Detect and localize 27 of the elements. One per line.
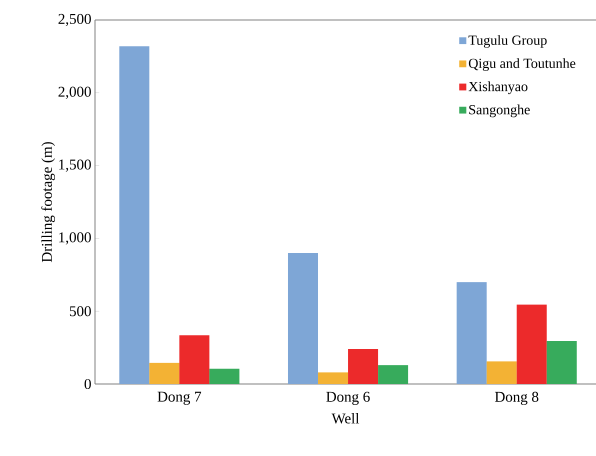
- bar: [456, 282, 487, 384]
- bar: [348, 349, 378, 384]
- bar: [149, 362, 180, 384]
- y-tick-label: 0: [84, 378, 91, 390]
- y-tick-label: 2,000: [58, 86, 91, 99]
- y-tick-label: 2,500: [58, 14, 91, 26]
- x-axis-title: Well: [332, 413, 360, 424]
- y-tick-label: 1,500: [59, 159, 91, 172]
- bar: [546, 341, 577, 384]
- legend-label: Xishanyao: [468, 81, 528, 94]
- x-tick-label: Dong 8: [494, 392, 538, 405]
- legend-label: Tugulu Group: [468, 35, 547, 48]
- y-tick-label: 1,000: [59, 232, 91, 245]
- bar: [516, 304, 547, 384]
- legend-label: Qigu and Toutunhe: [468, 58, 576, 71]
- y-tick-label: 500: [70, 306, 91, 316]
- bar: [209, 368, 240, 384]
- legend-label: Sangonghe: [469, 104, 530, 118]
- bar: [288, 252, 318, 384]
- bar: [318, 372, 348, 384]
- bar: [486, 361, 517, 384]
- y-axis-title: Drilling footage (m): [41, 142, 56, 262]
- x-tick-label: Dong 6: [326, 392, 370, 405]
- bar: [119, 46, 150, 384]
- x-tick-label: Dong 7: [158, 392, 202, 405]
- bar: [179, 335, 210, 384]
- bar: [378, 365, 408, 384]
